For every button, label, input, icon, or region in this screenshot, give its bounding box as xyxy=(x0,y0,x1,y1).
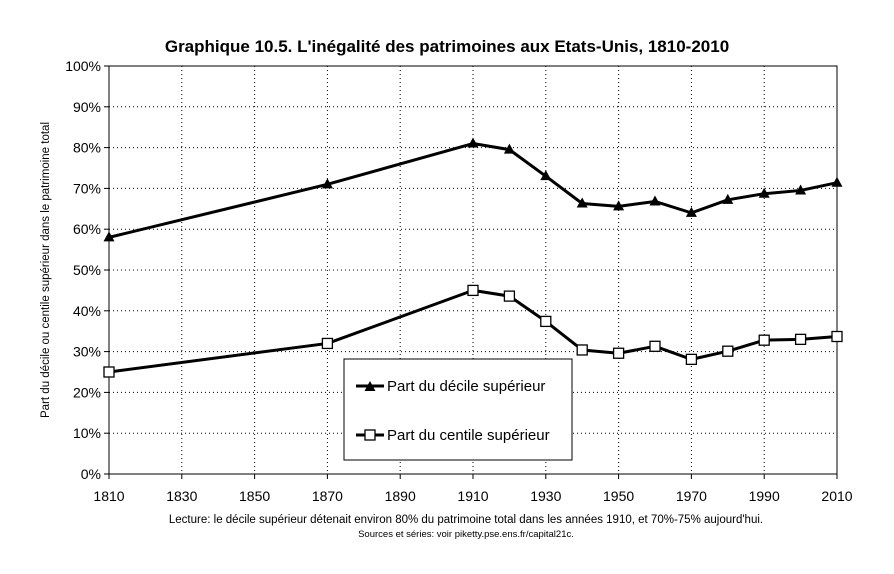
x-tick-label: 1810 xyxy=(93,488,124,504)
data-point xyxy=(103,231,115,242)
y-tick-label: 70% xyxy=(73,180,101,196)
data-point xyxy=(103,366,115,378)
y-tick-label: 100% xyxy=(65,58,101,74)
data-point xyxy=(831,176,843,187)
data-point xyxy=(321,337,334,350)
series-centile xyxy=(103,284,843,378)
series-decile xyxy=(103,137,843,242)
y-tick-label: 20% xyxy=(73,384,101,400)
y-tick-label: 80% xyxy=(73,140,101,156)
legend-marker-centile xyxy=(364,429,376,441)
data-point xyxy=(576,197,588,208)
y-tick-label: 0% xyxy=(81,466,101,482)
x-tick-label: 1970 xyxy=(676,488,707,504)
data-point xyxy=(722,193,734,204)
grid-lines xyxy=(109,66,837,474)
y-axis-tick-labels: 0% 10% 20% 30% 40% 50% 60% 70% 80% 90% 100% xyxy=(65,58,101,482)
data-point xyxy=(685,206,697,217)
x-tick-label: 1910 xyxy=(457,488,488,504)
chart-source: Sources et séries: voir piketty.pse.ens.… xyxy=(358,529,574,540)
axis-ticks xyxy=(104,65,838,479)
y-tick-label: 90% xyxy=(73,99,101,115)
data-point xyxy=(467,137,479,148)
data-point xyxy=(613,200,625,211)
legend: Part du décile supérieur Part du centile… xyxy=(343,358,573,461)
data-point xyxy=(685,353,698,366)
x-tick-label: 2010 xyxy=(821,488,852,504)
y-tick-label: 60% xyxy=(73,221,101,237)
data-point xyxy=(321,178,333,189)
chart-title: Graphique 10.5. L'inégalité des patrimoi… xyxy=(165,37,729,56)
data-point xyxy=(649,195,661,206)
data-point xyxy=(576,344,588,356)
x-axis-tick-labels: 1810 1830 1850 1870 1890 1910 1930 1950 1970 1990… xyxy=(93,488,852,504)
data-point xyxy=(503,290,516,302)
data-point xyxy=(758,334,770,346)
data-point xyxy=(540,315,552,328)
data-point xyxy=(722,345,734,357)
x-tick-label: 1990 xyxy=(749,488,780,504)
x-tick-label: 1890 xyxy=(385,488,416,504)
data-point xyxy=(758,187,770,198)
chart-footnote: Lecture: le décile supérieur détenait en… xyxy=(169,514,763,526)
legend-box xyxy=(343,358,573,461)
data-point xyxy=(503,143,515,154)
y-tick-label: 40% xyxy=(73,303,101,319)
legend-label-centile: Part du centile supérieur xyxy=(387,427,550,444)
data-point xyxy=(467,284,479,297)
data-point xyxy=(540,170,552,181)
x-tick-label: 1930 xyxy=(530,488,561,504)
y-tick-label: 10% xyxy=(73,425,101,441)
legend-label-decile: Part du décile supérieur xyxy=(387,378,545,395)
data-point xyxy=(612,347,625,359)
data-point xyxy=(795,184,807,195)
legend-marker-decile xyxy=(364,381,376,391)
x-tick-label: 1870 xyxy=(312,488,343,504)
data-point xyxy=(649,340,661,352)
y-tick-label: 50% xyxy=(73,262,101,278)
x-tick-label: 1950 xyxy=(603,488,634,504)
data-point xyxy=(794,333,807,346)
series-layer xyxy=(103,137,843,378)
y-tick-label: 30% xyxy=(73,344,101,360)
x-tick-label: 1830 xyxy=(166,488,197,504)
y-axis-label: Part du décile ou centile supérieur dans… xyxy=(40,122,52,418)
x-tick-label: 1850 xyxy=(239,488,270,504)
data-point xyxy=(831,330,843,343)
